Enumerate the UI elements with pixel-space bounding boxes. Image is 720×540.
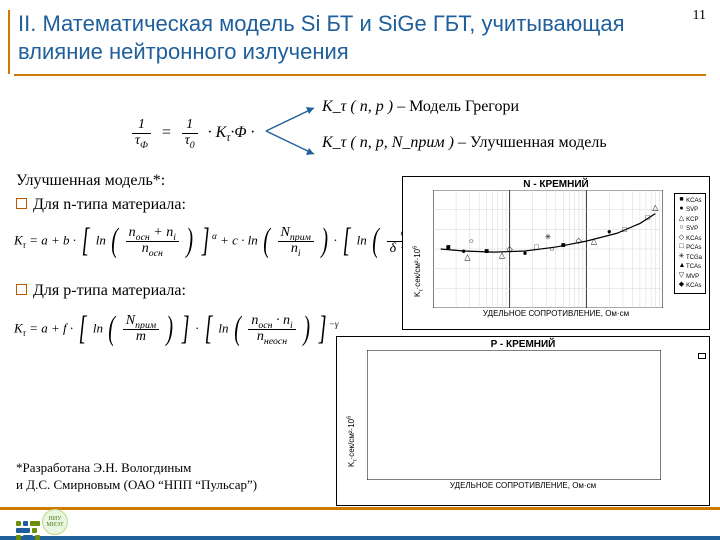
bullet-n-text: Для n-типа материала: xyxy=(33,196,186,213)
eq-central: 1τФ = 1τ0 · Kτ·Φ · xyxy=(130,118,255,148)
chart-n-silicon: N - КРЕМНИЙ Kτ·сек/см²·106 0,11101000,00… xyxy=(402,176,710,330)
branch-top-label: – Модель Грегори xyxy=(397,98,519,115)
chart2-title: P - КРЕМНИЙ xyxy=(337,337,709,350)
logo-pads-icon xyxy=(16,513,42,534)
chart2-plot xyxy=(367,350,661,480)
chart2-legend xyxy=(698,353,706,359)
svg-text:◇: ◇ xyxy=(576,236,583,245)
svg-text:✳: ✳ xyxy=(545,233,552,242)
footer-rule-orange xyxy=(0,507,720,510)
square-bullet-icon xyxy=(16,198,27,209)
eq-p-type: Kτ = a + f · [ ln ( Nпримm ) ] · [ ln ( … xyxy=(14,314,338,345)
branch-bot: K_τ ( n, p, N_прим ) – Улучшенная модель xyxy=(322,134,607,152)
chart1-legend: ■ KCAs● SVP△ KCP○ SVP◇ KCAs□ PCAs✳ TCGa▲… xyxy=(674,193,706,294)
side-rule xyxy=(8,10,10,74)
bullet-p: Для p-типа материала: xyxy=(16,282,186,300)
svg-text:○: ○ xyxy=(469,237,474,246)
fork-arrows xyxy=(262,100,320,162)
svg-text:■: ■ xyxy=(446,243,451,252)
page-title: II. Математическая модель Si БТ и SiGe Г… xyxy=(18,10,648,65)
svg-text:◇: ◇ xyxy=(507,245,514,254)
svg-text:△: △ xyxy=(652,203,659,212)
chart1-xlabel: УДЕЛЬНОЕ СОПРОТИВЛЕНИЕ, Ом·см xyxy=(403,308,709,318)
branch-bot-eq: K_τ ( n, p, N_прим ) xyxy=(322,134,454,151)
branch-top-eq: K_τ ( n, p ) xyxy=(322,98,393,115)
logo-disc-icon: НИУ МИЭТ xyxy=(42,509,68,535)
svg-text:■: ■ xyxy=(484,246,489,255)
branch-bot-label: – Улучшенная модель xyxy=(458,134,607,151)
svg-text:○: ○ xyxy=(549,245,554,254)
chart1-ylabel: Kτ·сек/см²·106 xyxy=(413,246,422,297)
chart2-xlabel: УДЕЛЬНОЕ СОПРОТИВЛЕНИЕ, Ом·см xyxy=(337,480,709,490)
svg-text:●: ● xyxy=(523,248,528,257)
svg-text:△: △ xyxy=(591,237,598,246)
branch-top: K_τ ( n, p ) – Модель Грегори xyxy=(322,98,519,116)
svg-text:△: △ xyxy=(464,252,471,261)
footer-rule-blue xyxy=(0,536,720,540)
footnote: *Разработана Э.Н. Вологдиным и Д.С. Смир… xyxy=(16,459,257,494)
svg-text:□: □ xyxy=(645,213,650,222)
bullet-p-text: Для p-типа материала: xyxy=(33,282,186,299)
svg-text:□: □ xyxy=(622,225,627,234)
footnote-line1: *Разработана Э.Н. Вологдиным xyxy=(16,459,257,477)
rule-horizontal xyxy=(14,74,706,76)
chart1-plot: 0,11101000,00,51,01,52,02,53,0 ■●△○■△◇●□… xyxy=(433,190,663,308)
footnote-line2: и Д.С. Смирновым (ОАО “НПП “Пульсар”) xyxy=(16,476,257,494)
svg-text:■: ■ xyxy=(561,241,566,250)
chart1-title: N - КРЕМНИЙ xyxy=(403,177,709,190)
page-number: 11 xyxy=(693,8,706,24)
chart2-ylabel: Kτ·сек/см²·106 xyxy=(347,416,356,467)
improved-heading: Улучшенная модель*: xyxy=(16,172,165,190)
chart-p-silicon: P - КРЕМНИЙ Kτ·сек/см²·106 УДЕЛЬНОЕ СОПР… xyxy=(336,336,710,506)
svg-text:□: □ xyxy=(534,243,539,252)
bullet-n: Для n-типа материала: xyxy=(16,196,186,214)
svg-text:△: △ xyxy=(499,250,506,259)
svg-text:●: ● xyxy=(607,227,612,236)
square-bullet-icon xyxy=(16,284,27,295)
